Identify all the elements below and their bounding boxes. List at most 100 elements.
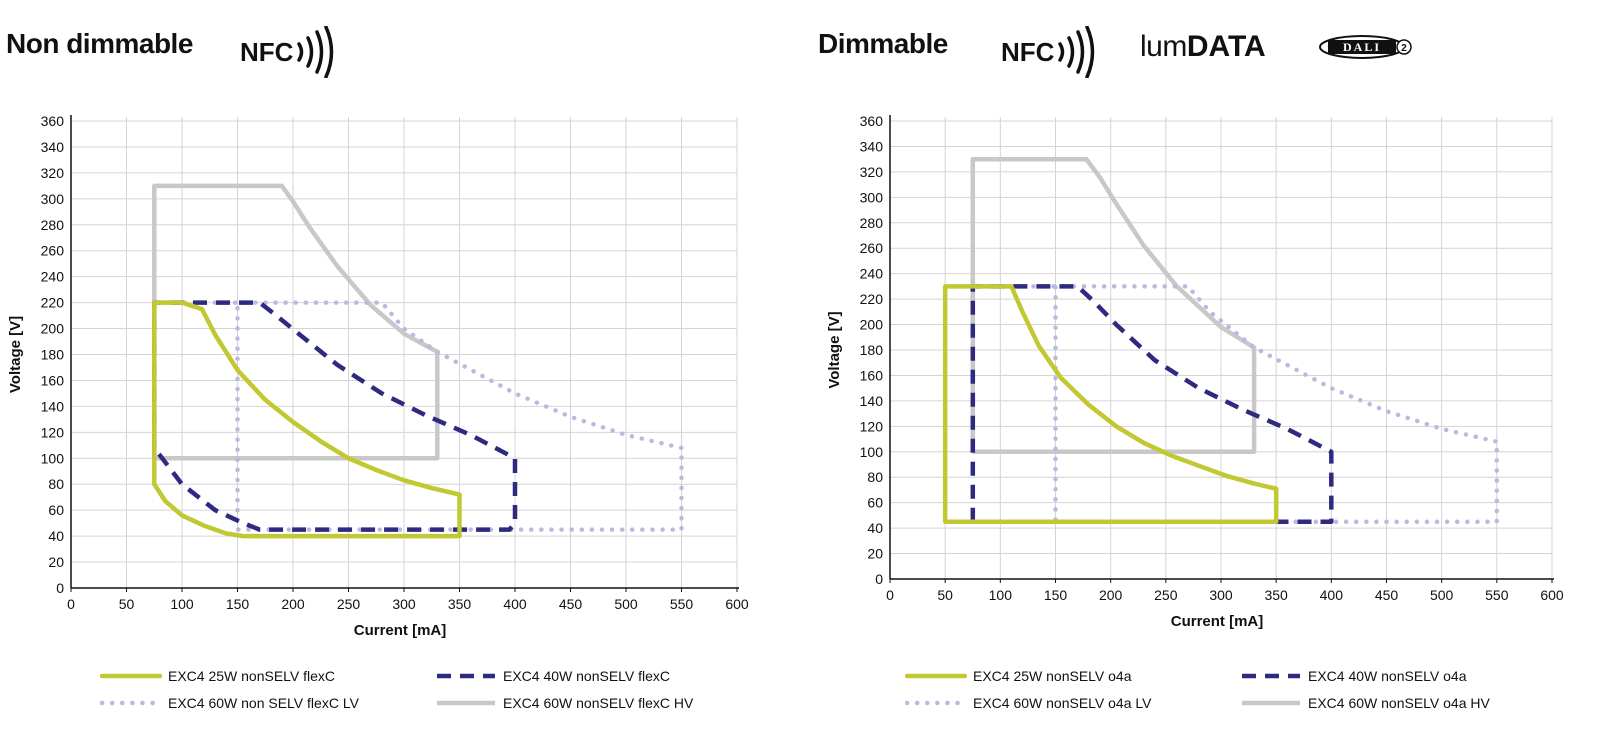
- y-axis-label: Voltage [V]: [826, 311, 843, 388]
- y-tick-label: 200: [860, 317, 884, 333]
- x-tick-label: 100: [989, 587, 1013, 603]
- series-line-dotted: [152, 300, 684, 532]
- y-tick-label: 160: [860, 367, 884, 383]
- y-tick-label: 200: [41, 321, 65, 337]
- series-line-solid-gray: [152, 183, 440, 461]
- y-tick-label: 260: [860, 240, 884, 256]
- legend-label: EXC4 60W nonSELV o4a HV: [1308, 695, 1490, 711]
- x-tick-label: 200: [1099, 587, 1123, 603]
- legend-item: EXC4 60W nonSELV flexC HV: [435, 695, 693, 711]
- lumdata-logo-data: DATA: [1186, 30, 1266, 63]
- y-tick-label: 240: [860, 266, 884, 282]
- y-tick-label: 260: [41, 243, 65, 259]
- series-line-solid-yellow: [942, 284, 1279, 525]
- legend-item: EXC4 60W non SELV flexC LV: [100, 695, 359, 711]
- chart-dimmable: 0 50 100 150 200 250 300 350 400 450 500 550 600 0 20 4…: [826, 113, 1564, 630]
- legend-swatch: [1242, 700, 1300, 706]
- y-tick-label: 80: [48, 476, 64, 492]
- y-tick-label: 300: [860, 189, 884, 205]
- y-tick-label: 40: [48, 528, 64, 544]
- y-tick-label: 140: [860, 393, 884, 409]
- x-tick-label: 500: [1430, 587, 1454, 603]
- legend-swatch: [437, 700, 495, 706]
- legend-label: EXC4 60W nonSELV flexC HV: [503, 695, 694, 711]
- y-tick-label: 340: [860, 138, 884, 154]
- y-tick-label: 100: [41, 450, 65, 466]
- x-tick-label: 250: [1154, 587, 1178, 603]
- nfc-waves-icon: [1058, 26, 1095, 78]
- y-tick-label: 340: [41, 139, 65, 155]
- y-axis-label: Voltage [V]: [7, 316, 24, 393]
- y-tick-label: 280: [860, 215, 884, 231]
- legend-item: EXC4 40W nonSELV flexC: [435, 668, 670, 684]
- x-tick-label: 400: [503, 596, 527, 612]
- legend-swatch: [100, 700, 162, 706]
- svg-text:2: 2: [1401, 43, 1407, 54]
- y-tick-label: 180: [41, 347, 65, 363]
- y-tick-label: 140: [41, 398, 65, 414]
- x-tick-label: 200: [281, 596, 305, 612]
- dali-2-logo: DALI 2: [1319, 35, 1412, 59]
- x-tick-label: 300: [1209, 587, 1233, 603]
- x-tick-label: 500: [614, 596, 638, 612]
- lumdata-logo: lumDATA: [1140, 30, 1266, 64]
- x-axis-label: Current [mA]: [354, 622, 447, 639]
- legend-swatch: [1242, 673, 1300, 679]
- x-tick-label: 0: [886, 587, 894, 603]
- legend-label: EXC4 40W nonSELV flexC: [503, 668, 671, 684]
- x-tick-label: 150: [1044, 587, 1068, 603]
- x-tick-label: 550: [670, 596, 694, 612]
- y-tick-label: 0: [875, 571, 883, 587]
- legend-label: EXC4 60W nonSELV o4a LV: [973, 695, 1152, 711]
- x-tick-label: 100: [170, 596, 194, 612]
- y-tick-label: 280: [41, 217, 65, 233]
- legend-item: EXC4 60W nonSELV o4a LV: [905, 695, 1151, 711]
- x-tick-label: 50: [937, 587, 953, 603]
- y-tick-label: 120: [41, 424, 65, 440]
- y-tick-label: 360: [860, 113, 884, 129]
- y-tick-label: 40: [867, 520, 883, 536]
- series-line-dashed: [152, 300, 518, 532]
- y-tick-label: 60: [867, 495, 883, 511]
- x-tick-label: 250: [337, 596, 361, 612]
- legend-label: EXC4 25W nonSELV flexC: [168, 668, 336, 684]
- x-tick-label: 0: [67, 596, 75, 612]
- nfc-badge: NFC: [240, 26, 337, 78]
- panel-title-dimmable: Dimmable: [818, 28, 948, 59]
- y-tick-label: 320: [860, 164, 884, 180]
- nfc-badge-dimmable: NFC: [1001, 26, 1098, 78]
- legend-swatch: [100, 673, 162, 679]
- x-tick-label: 350: [1264, 587, 1288, 603]
- series-line-dotted: [970, 284, 1500, 525]
- x-tick-label: 450: [1375, 587, 1399, 603]
- x-tick-label: 300: [392, 596, 416, 612]
- chart-non-dimmable: 0 50 100 150 200 250 300 350 400 450 500 550 600 0 20 4…: [7, 113, 749, 639]
- x-tick-label: 150: [226, 596, 250, 612]
- x-tick-label: 600: [1540, 587, 1564, 603]
- y-tick-label: 80: [867, 469, 883, 485]
- legend-swatch: [905, 673, 967, 679]
- x-tick-label: 450: [559, 596, 583, 612]
- y-tick-label: 320: [41, 165, 65, 181]
- y-tick-label: 300: [41, 191, 65, 207]
- legend-item: EXC4 25W nonSELV flexC: [100, 668, 335, 684]
- panel-title-non-dimmable: Non dimmable: [6, 28, 193, 59]
- y-tick-label: 360: [41, 113, 65, 129]
- svg-text:DALI: DALI: [1343, 40, 1381, 54]
- y-tick-label: 20: [48, 554, 64, 570]
- y-tick-label: 220: [41, 295, 65, 311]
- y-tick-label: 120: [860, 418, 884, 434]
- y-tick-label: 180: [860, 342, 884, 358]
- series-line-dashed: [970, 284, 1334, 525]
- y-tick-label: 160: [41, 372, 65, 388]
- series-line-solid-yellow: [152, 300, 462, 539]
- y-tick-label: 240: [41, 269, 65, 285]
- series-line-solid-gray: [970, 156, 1257, 455]
- legend-item: EXC4 25W nonSELV o4a: [905, 668, 1132, 684]
- legend-label: EXC4 25W nonSELV o4a: [973, 668, 1132, 684]
- legend-label: EXC4 60W non SELV flexC LV: [168, 695, 359, 711]
- legend-swatch: [437, 673, 495, 679]
- y-tick-label: 0: [56, 580, 64, 596]
- legend-item: EXC4 60W nonSELV o4a HV: [1240, 695, 1490, 711]
